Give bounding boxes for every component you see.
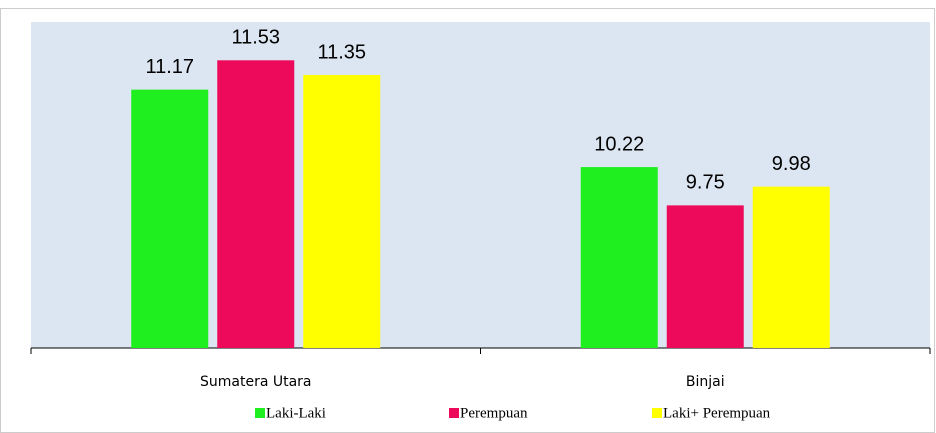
bar [217,60,295,349]
x-tick-label: Sumatera Utara [200,374,312,390]
bar [666,205,744,348]
legend-label: Perempuan [460,405,528,421]
data-label: 10.22 [594,133,644,155]
legend-label: Laki-Laki [266,405,326,421]
bar [580,167,658,348]
data-label: 11.35 [317,41,366,63]
bar [752,186,830,348]
data-label: 9.75 [686,172,725,194]
bar [303,74,381,348]
legend-swatch [255,408,265,418]
data-label: 9.98 [772,153,811,175]
legend-swatch [652,408,662,418]
bar [131,89,209,349]
data-label: 11.53 [231,27,280,49]
data-label: 11.17 [145,56,194,78]
legend-label: Laki+ Perempuan [663,405,771,421]
x-tick-label: Binjai [686,374,725,390]
legend-swatch [449,408,459,418]
